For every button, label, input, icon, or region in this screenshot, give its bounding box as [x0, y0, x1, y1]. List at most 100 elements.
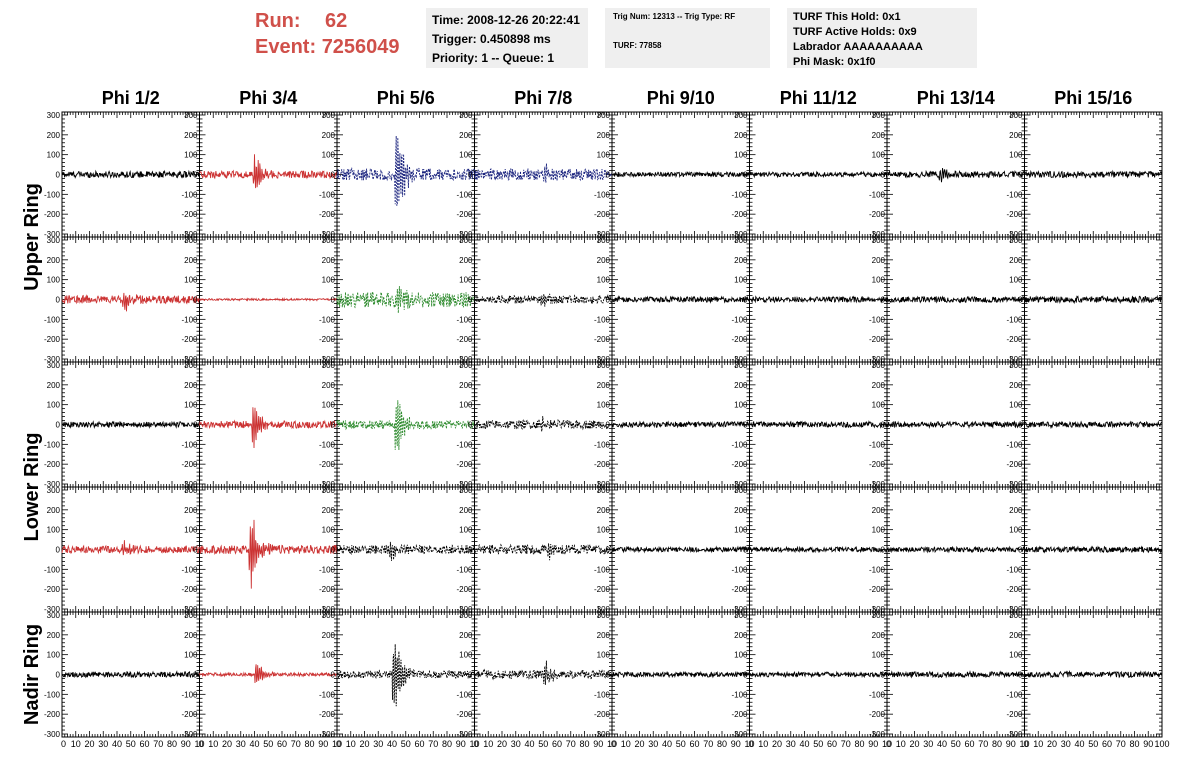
y-tick-label: 100: [459, 401, 473, 410]
y-tick-label: -200: [181, 335, 198, 344]
y-tick-label: 100: [184, 276, 198, 285]
y-tick-label: 100: [47, 401, 61, 410]
y-tick-label: -300: [869, 480, 886, 489]
y-tick-label: 300: [597, 111, 611, 120]
y-tick-label: -200: [44, 460, 61, 469]
y-tick-label: 0: [193, 171, 198, 180]
y-tick-label: -100: [1006, 190, 1023, 199]
y-tick-label: -100: [456, 190, 473, 199]
waveform-trace: [611, 295, 750, 304]
y-tick-label: -300: [319, 355, 336, 364]
y-tick-label: 100: [322, 526, 336, 535]
y-tick-label: 0: [56, 546, 61, 555]
waveform-trace: [61, 292, 200, 312]
y-tick-label: 0: [331, 296, 336, 305]
y-tick-label: 300: [1009, 361, 1023, 370]
y-tick-label: 100: [872, 151, 886, 160]
y-tick-label: 200: [322, 131, 336, 140]
panel-frame: [474, 236, 613, 363]
y-tick-label: -100: [319, 565, 336, 574]
y-tick-label: -100: [731, 190, 748, 199]
y-tick-label: 0: [468, 421, 473, 430]
waveform-trace: [611, 420, 750, 429]
y-tick-label: -200: [594, 585, 611, 594]
y-tick-label: 200: [734, 256, 748, 265]
waveform-trace: [336, 541, 475, 561]
y-tick-label: 300: [47, 361, 61, 370]
y-tick-label: 100: [872, 276, 886, 285]
y-tick-label: 0: [606, 421, 611, 430]
y-tick-label: 100: [597, 526, 611, 535]
waveform-trace: [336, 286, 475, 314]
y-tick-label: 0: [743, 296, 748, 305]
waveform-trace: [61, 169, 200, 180]
y-tick-label: -300: [44, 605, 61, 614]
y-tick-label: 300: [597, 361, 611, 370]
y-tick-label: -100: [869, 440, 886, 449]
y-tick-label: -100: [731, 440, 748, 449]
y-tick-label: -100: [456, 440, 473, 449]
waveform-trace: [886, 420, 1025, 430]
y-tick-label: -200: [181, 460, 198, 469]
y-tick-label: -300: [594, 230, 611, 239]
y-tick-label: -200: [731, 460, 748, 469]
column-header: Phi 15/16: [1054, 88, 1132, 108]
y-tick-label: 200: [734, 131, 748, 140]
y-tick-label: -300: [44, 355, 61, 364]
y-tick-label: 0: [468, 546, 473, 555]
waveform-trace: [474, 543, 613, 561]
y-tick-label: 300: [184, 486, 198, 495]
column-header: Phi 5/6: [377, 88, 435, 108]
y-tick-label: 300: [1009, 236, 1023, 245]
y-tick-label: -300: [594, 605, 611, 614]
waveform-trace: [474, 163, 613, 183]
y-tick-label: 100: [597, 276, 611, 285]
waveform-trace: [886, 295, 1025, 304]
column-header: Phi 9/10: [647, 88, 715, 108]
y-tick-label: 200: [597, 506, 611, 515]
y-tick-label: 300: [734, 361, 748, 370]
y-tick-label: 0: [468, 171, 473, 180]
y-tick-label: 200: [734, 381, 748, 390]
event-label: Event:: [255, 36, 317, 58]
y-tick-label: -100: [594, 315, 611, 324]
waveform-trace: [1024, 169, 1163, 179]
y-tick-label: -200: [1006, 460, 1023, 469]
y-tick-label: -200: [456, 585, 473, 594]
y-tick-label: 300: [597, 486, 611, 495]
y-tick-label: -200: [456, 210, 473, 219]
column-header: Phi 3/4: [239, 88, 297, 108]
y-tick-label: 100: [1009, 401, 1023, 410]
y-tick-label: 100: [322, 401, 336, 410]
y-tick-label: 300: [47, 236, 61, 245]
y-tick-label: -200: [44, 210, 61, 219]
y-tick-label: -200: [731, 210, 748, 219]
y-tick-label: -300: [181, 355, 198, 364]
y-tick-label: -300: [869, 355, 886, 364]
y-tick-label: 200: [597, 381, 611, 390]
y-tick-label: 300: [184, 111, 198, 120]
y-tick-label: -300: [456, 605, 473, 614]
y-tick-label: -200: [319, 335, 336, 344]
waveform-trace: [336, 135, 475, 206]
y-tick-label: 0: [56, 421, 61, 430]
y-tick-label: 0: [468, 296, 473, 305]
column-header: Phi 1/2: [102, 88, 160, 108]
trig-num-text: Trig Num: 12313 -- Trig Type: RF: [613, 12, 736, 21]
waveform-trace: [61, 540, 200, 556]
y-tick-label: -200: [594, 210, 611, 219]
waveform-trace: [199, 297, 338, 302]
y-tick-label: 200: [322, 381, 336, 390]
y-tick-label: -200: [319, 210, 336, 219]
y-tick-label: 100: [872, 401, 886, 410]
run-event-label: Run: 62 Event: 7256049: [255, 8, 400, 60]
y-tick-label: -100: [869, 190, 886, 199]
waveform-trace: [611, 171, 750, 179]
y-tick-label: 0: [1018, 171, 1023, 180]
y-tick-label: 0: [606, 171, 611, 180]
run-value: 62: [325, 10, 348, 32]
y-tick-label: -200: [319, 460, 336, 469]
y-tick-label: -100: [319, 190, 336, 199]
y-tick-label: 100: [184, 151, 198, 160]
y-tick-label: -100: [594, 440, 611, 449]
